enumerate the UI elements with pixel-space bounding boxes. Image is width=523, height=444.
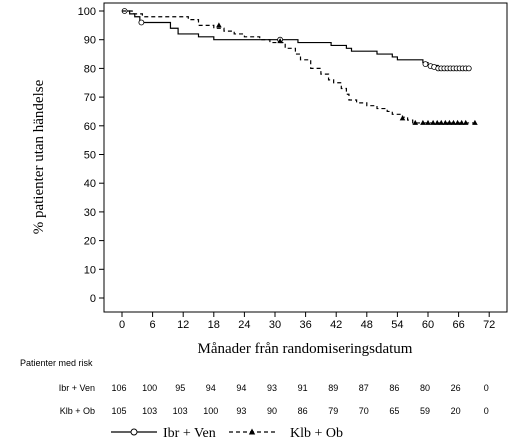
x-tick-label: 60 bbox=[422, 319, 434, 331]
x-axis-ticks: 0 6 12 18 24 30 36 42 48 54 60 66 72 bbox=[119, 312, 495, 331]
censor-marker-triangle bbox=[420, 119, 426, 125]
censor-marker-triangle bbox=[399, 115, 406, 121]
risk-count: 106 bbox=[111, 383, 126, 393]
legend-label-klb-ob: Klb + Ob bbox=[290, 426, 343, 441]
risk-count: 70 bbox=[359, 406, 369, 416]
x-tick-label: 24 bbox=[238, 319, 250, 331]
censor-marker-triangle bbox=[442, 119, 449, 125]
risk-count: 80 bbox=[420, 383, 430, 393]
y-tick-label: 80 bbox=[84, 63, 96, 75]
risk-count: 89 bbox=[328, 383, 338, 393]
y-tick-label: 100 bbox=[78, 6, 96, 18]
x-tick-label: 0 bbox=[119, 319, 125, 331]
risk-count: 94 bbox=[206, 383, 216, 393]
y-tick-label: 20 bbox=[84, 236, 96, 248]
risk-count: 100 bbox=[203, 406, 218, 416]
risk-count: 103 bbox=[142, 406, 157, 416]
x-tick-label: 36 bbox=[299, 319, 311, 331]
legend-marker-circle bbox=[130, 428, 138, 436]
risk-count: 93 bbox=[236, 406, 246, 416]
y-axis-ticks: 0 10 20 30 40 50 60 70 80 90 100 bbox=[78, 6, 104, 305]
x-tick-label: 72 bbox=[483, 319, 495, 331]
censor-marker-circle bbox=[422, 61, 429, 67]
risk-count: 95 bbox=[175, 383, 185, 393]
x-tick-label: 18 bbox=[208, 319, 220, 331]
y-tick-label: 60 bbox=[84, 121, 96, 133]
y-tick-label: 10 bbox=[84, 264, 96, 276]
x-tick-label: 54 bbox=[391, 319, 403, 331]
series-layer bbox=[121, 8, 478, 125]
x-tick-label: 12 bbox=[177, 319, 189, 331]
y-tick-label: 50 bbox=[84, 150, 96, 162]
censor-marker-triangle bbox=[216, 22, 222, 28]
censor-marker-triangle bbox=[425, 119, 431, 125]
risk-count: 86 bbox=[298, 406, 308, 416]
censor-marker-circle bbox=[138, 19, 145, 26]
risk-count: 86 bbox=[389, 383, 399, 393]
y-tick-label: 0 bbox=[90, 293, 96, 305]
risk-count: 87 bbox=[359, 383, 369, 393]
risk-count: 26 bbox=[451, 383, 461, 393]
censor-marker-triangle bbox=[458, 119, 465, 125]
censor-marker-triangle bbox=[454, 119, 461, 125]
censor-marker-triangle bbox=[450, 119, 457, 125]
y-tick-label: 70 bbox=[84, 92, 96, 104]
risk-count: 65 bbox=[389, 406, 399, 416]
legend: Ibr + Ven Klb + Ob bbox=[111, 426, 343, 441]
x-tick-label: 6 bbox=[150, 319, 156, 331]
risk-table-title: Patienter med risk bbox=[20, 358, 93, 368]
y-tick-label: 40 bbox=[84, 178, 96, 190]
x-axis-title: Månader från randomiseringsdatum bbox=[198, 341, 413, 357]
risk-row-label: Ibr + Ven bbox=[59, 383, 95, 393]
legend-label-ibr-ven: Ibr + Ven bbox=[163, 426, 216, 441]
survival-curve bbox=[122, 10, 469, 69]
risk-count: 103 bbox=[173, 406, 188, 416]
series-klb-ob bbox=[122, 10, 478, 125]
risk-count: 90 bbox=[267, 406, 277, 416]
plot-frame bbox=[103, 2, 508, 313]
censor-marker-triangle bbox=[446, 119, 453, 125]
x-tick-label: 48 bbox=[361, 319, 373, 331]
legend-marker-triangle bbox=[248, 428, 256, 435]
risk-table: Patienter med risk Ibr + Ven 106 100 95 94 94… bbox=[20, 358, 489, 416]
risk-row-label: Klb + Ob bbox=[60, 406, 95, 416]
risk-count: 93 bbox=[267, 383, 277, 393]
censor-marker-circle bbox=[465, 65, 472, 72]
risk-count: 105 bbox=[111, 406, 126, 416]
x-tick-label: 66 bbox=[452, 319, 464, 331]
x-tick-label: 42 bbox=[330, 319, 342, 331]
censor-marker-triangle bbox=[462, 119, 469, 125]
risk-count: 100 bbox=[142, 383, 157, 393]
risk-count: 79 bbox=[328, 406, 338, 416]
plot-area: 0 10 20 30 40 50 60 70 80 90 100 0 6 12 18 24 30 36 42 48 5… bbox=[78, 2, 508, 331]
y-tick-label: 90 bbox=[84, 35, 96, 47]
risk-count: 94 bbox=[236, 383, 246, 393]
censor-marker-triangle bbox=[277, 38, 283, 44]
risk-rows: Ibr + Ven 106 100 95 94 94 93 91 89 87 86 80 26 0 Klb … bbox=[59, 383, 489, 416]
censor-marker-triangle bbox=[430, 119, 436, 125]
y-axis-title: % patienter utan händelse bbox=[31, 79, 47, 234]
risk-count: 91 bbox=[298, 383, 308, 393]
x-tick-label: 30 bbox=[269, 319, 281, 331]
risk-count: 0 bbox=[484, 406, 489, 416]
risk-count: 59 bbox=[420, 406, 430, 416]
series-ibr-ven bbox=[121, 8, 472, 72]
risk-count: 0 bbox=[484, 383, 489, 393]
risk-count: 20 bbox=[451, 406, 461, 416]
censor-marker-triangle bbox=[434, 119, 440, 125]
y-tick-label: 30 bbox=[84, 207, 96, 219]
censor-marker-triangle bbox=[472, 119, 478, 125]
survival-curve bbox=[122, 10, 474, 124]
censor-marker-triangle bbox=[438, 119, 445, 125]
censor-marker-triangle bbox=[412, 119, 419, 125]
